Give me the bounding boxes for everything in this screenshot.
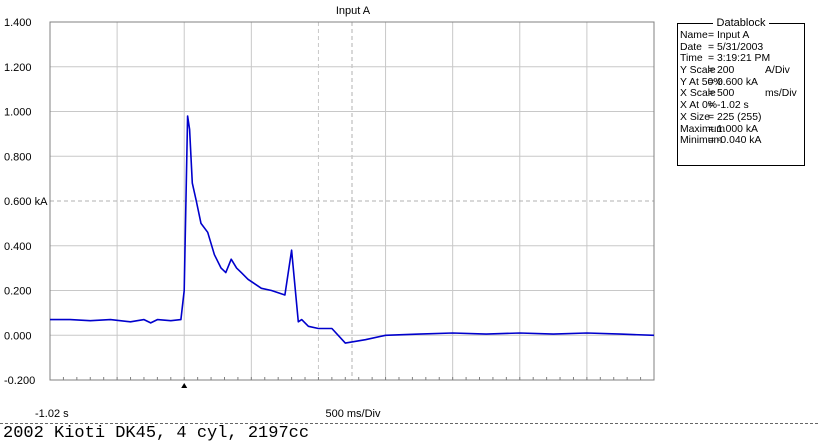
y-tick-labels: 1.400 1.200 1.000 0.800 0.600 kA 0.400 0.200 0.… bbox=[4, 17, 48, 387]
datablock-key: Y At 50% bbox=[680, 76, 723, 88]
chart-title: Input A bbox=[336, 5, 371, 17]
datablock-key: X Scale bbox=[680, 88, 716, 100]
plot-frame bbox=[49, 21, 655, 381]
x-start-label: -1.02 s bbox=[35, 408, 69, 420]
datablock-key: Minimum bbox=[680, 135, 723, 147]
datablock-value: = Input A bbox=[708, 30, 750, 41]
datablock-value: = 1.000 kA bbox=[708, 123, 758, 135]
datablock-row: X Scale = 500 ms/Div bbox=[680, 88, 802, 100]
datablock-row: Y Scale = 200 A/Div bbox=[680, 65, 802, 77]
datablock-title: Datablock bbox=[678, 16, 804, 30]
datablock-row: Minimum = -0.040 kA bbox=[680, 135, 802, 147]
series-group bbox=[50, 115, 655, 344]
datablock-row: Name = Input A bbox=[680, 30, 802, 42]
y-tick-label: 0.600 kA bbox=[4, 196, 48, 208]
series-line bbox=[50, 115, 655, 344]
datablock-key: X At 0% bbox=[680, 100, 717, 112]
datablock-key: Date bbox=[680, 41, 702, 53]
vehicle-caption: 2002 Kioti DK45, 4 cyl, 2197cc bbox=[3, 424, 310, 443]
datablock-rows: Name = Input A Date = 5/31/2003 Time = 3:19:2… bbox=[680, 30, 802, 147]
y-tick-label: 0.400 bbox=[4, 241, 32, 253]
datablock-value: = 5/31/2003 bbox=[708, 41, 764, 53]
datablock-row: Maximum = 1.000 kA bbox=[680, 124, 802, 136]
datablock-unit: ms/Div bbox=[765, 88, 797, 100]
datablock-key: X Size bbox=[680, 111, 711, 123]
caption-divider bbox=[0, 423, 818, 424]
y-tick-label: 1.000 bbox=[4, 107, 32, 119]
datablock-row: X At 0% = -1.02 s bbox=[680, 100, 802, 112]
datablock-key: Time bbox=[680, 53, 703, 65]
datablock-value: = 200 bbox=[708, 65, 735, 77]
datablock-value: = 500 bbox=[708, 88, 735, 100]
datablock-value: = -0.040 kA bbox=[708, 135, 762, 147]
datablock-row: Date = 5/31/2003 bbox=[680, 42, 802, 54]
y-tick-label: 1.200 bbox=[4, 62, 32, 74]
datablock-row: Time = 3:19:21 PM bbox=[680, 53, 802, 65]
datablock-unit: A/Div bbox=[765, 65, 790, 77]
datablock-key: Maximum bbox=[680, 123, 726, 135]
datablock-value: = -1.02 s bbox=[708, 100, 749, 112]
y-tick-label: 0.800 bbox=[4, 151, 32, 163]
y-tick-label: 0.200 bbox=[4, 286, 32, 298]
datablock-value: = 0.600 kA bbox=[708, 76, 758, 88]
datablock-row: X Size = 225 (255) bbox=[680, 112, 802, 124]
x-scale-label: 500 ms/Div bbox=[325, 408, 381, 420]
datablock-row: Y At 50% = 0.600 kA bbox=[680, 77, 802, 89]
y-tick-label: -0.200 bbox=[4, 375, 35, 387]
trigger-marker bbox=[181, 383, 188, 388]
datablock-key: Name bbox=[680, 30, 708, 41]
datablock-value: = 3:19:21 PM bbox=[708, 53, 771, 65]
datablock-key: Y Scale bbox=[680, 65, 716, 77]
grid bbox=[49, 22, 655, 380]
y-tick-label: 1.400 bbox=[4, 17, 32, 29]
y-tick-label: 0.000 bbox=[4, 330, 32, 342]
datablock-value: = 225 (255) bbox=[708, 111, 762, 123]
datablock-panel: Datablock Name = Input A Date = 5/31/2003 Ti… bbox=[677, 17, 805, 166]
